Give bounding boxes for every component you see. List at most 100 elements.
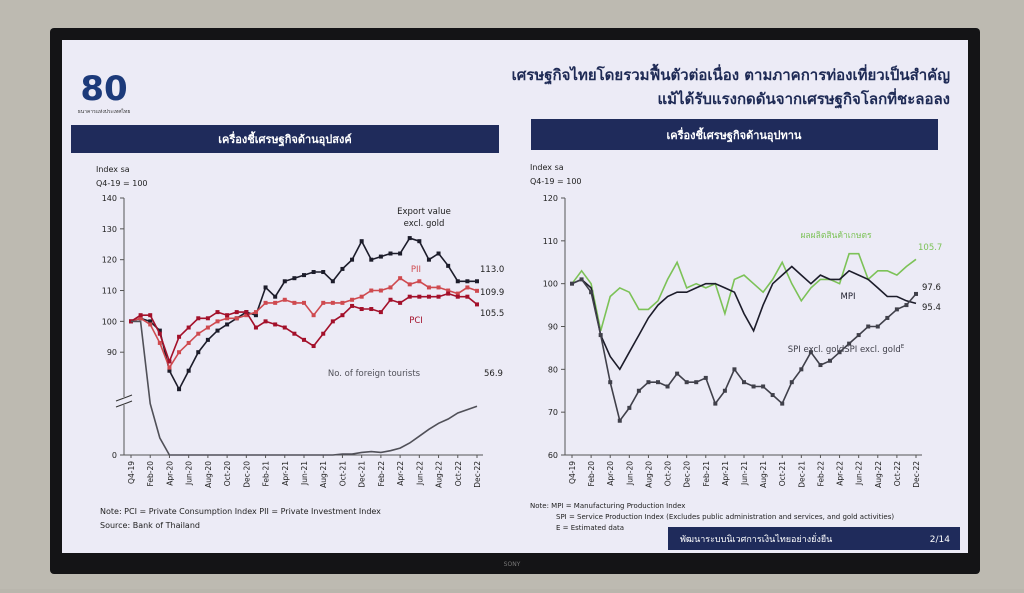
- point: [340, 313, 345, 318]
- x-tick-label: Aug-21: [759, 461, 768, 488]
- point: [253, 313, 258, 318]
- point: [417, 279, 422, 284]
- x-tick-label: Aug-22: [435, 461, 444, 488]
- point: [205, 316, 210, 321]
- point: [263, 319, 268, 324]
- point: [742, 380, 746, 385]
- point: [167, 359, 172, 364]
- point: [330, 300, 335, 305]
- x-tick-label: Apr-20: [606, 461, 615, 486]
- point: [446, 291, 451, 296]
- point: [167, 368, 172, 373]
- x-tick-label: Aug-20: [644, 461, 653, 488]
- series-label: SPI excl. goldSPI excl. goldE: [788, 344, 905, 355]
- point: [157, 331, 162, 336]
- x-tick-label: Jun-22: [855, 461, 864, 486]
- point: [455, 294, 460, 299]
- point: [225, 316, 230, 321]
- point: [186, 368, 191, 373]
- point: [282, 279, 287, 284]
- y-axis-label: Q4-19 = 100: [530, 177, 582, 186]
- x-tick-label: Apr-20: [165, 461, 174, 486]
- axis-break: [116, 397, 132, 406]
- point: [617, 418, 622, 423]
- point: [475, 279, 479, 284]
- point: [694, 380, 699, 385]
- point: [186, 340, 191, 345]
- point: [446, 288, 451, 293]
- point: [302, 300, 306, 305]
- y-tick-label: 120: [543, 194, 558, 203]
- point: [359, 307, 364, 312]
- point: [350, 257, 355, 262]
- point: [684, 380, 689, 385]
- point: [761, 384, 766, 389]
- x-tick-label: Feb-22: [816, 461, 825, 487]
- x-tick-label: Oct-21: [338, 461, 347, 486]
- point: [636, 388, 641, 393]
- series-label: No. of foreign tourists: [328, 369, 421, 379]
- y-tick-label: 130: [102, 225, 117, 234]
- point: [369, 257, 374, 262]
- point: [215, 319, 220, 324]
- y-tick-label: 110: [102, 287, 117, 296]
- point: [475, 288, 479, 293]
- y-axis-label: Index sa: [96, 165, 130, 174]
- chart-header: เครื่องชี้เศรษฐกิจด้านอุปทาน: [667, 127, 802, 143]
- point: [167, 365, 172, 370]
- point: [302, 337, 306, 342]
- point: [205, 325, 210, 330]
- point: [770, 393, 775, 398]
- point: [436, 251, 441, 256]
- point: [225, 313, 230, 318]
- point: [426, 257, 431, 262]
- point: [780, 401, 785, 406]
- point: [148, 319, 153, 324]
- series-label-text: SPI excl. gold: [844, 345, 900, 355]
- series-line: [571, 252, 917, 332]
- footer: พัฒนาระบบนิเวศการเงินไทยอย่างยั่งยืน: [680, 532, 832, 545]
- x-tick-label: Feb-20: [587, 461, 596, 487]
- y-tick-label: 140: [102, 194, 117, 203]
- point: [388, 285, 393, 290]
- y-tick-label: 110: [543, 237, 558, 246]
- point: [196, 316, 201, 321]
- slide-title: เศรษฐกิจไทยโดยรวมฟื้นตัวต่อเนื่อง ตามภาค…: [512, 63, 951, 85]
- point: [186, 325, 191, 330]
- point: [369, 288, 374, 293]
- y-tick-label: 100: [102, 317, 117, 326]
- point: [282, 297, 287, 302]
- point: [570, 281, 574, 286]
- y-axis-label: Q4-19 = 100: [96, 179, 148, 188]
- point: [866, 324, 871, 329]
- axis-break: [115, 400, 133, 408]
- x-tick-label: Dec-20: [242, 461, 251, 488]
- point: [407, 236, 412, 241]
- point: [196, 331, 201, 336]
- data-label: 105.7: [918, 243, 942, 253]
- x-tick-label: Q4-19: [127, 461, 136, 484]
- point: [856, 333, 861, 338]
- point: [426, 285, 431, 290]
- point: [407, 282, 412, 287]
- point: [292, 331, 297, 336]
- point: [407, 294, 412, 299]
- point: [234, 316, 239, 321]
- y-tick-label: 70: [548, 408, 558, 417]
- point: [157, 328, 162, 333]
- point: [321, 270, 326, 275]
- point: [273, 322, 278, 327]
- x-tick-label: Jun-21: [740, 461, 749, 486]
- point: [321, 331, 326, 336]
- x-tick-label: Oct-22: [893, 461, 902, 486]
- series-label-note: E: [901, 344, 905, 350]
- point: [177, 387, 182, 392]
- header-bar: [71, 125, 499, 153]
- point: [273, 300, 278, 305]
- x-tick-label: Dec-21: [358, 461, 367, 488]
- point: [894, 307, 899, 312]
- point: [579, 277, 584, 282]
- x-tick-label: Oct-22: [454, 461, 463, 486]
- point: [215, 328, 220, 333]
- point: [177, 334, 182, 339]
